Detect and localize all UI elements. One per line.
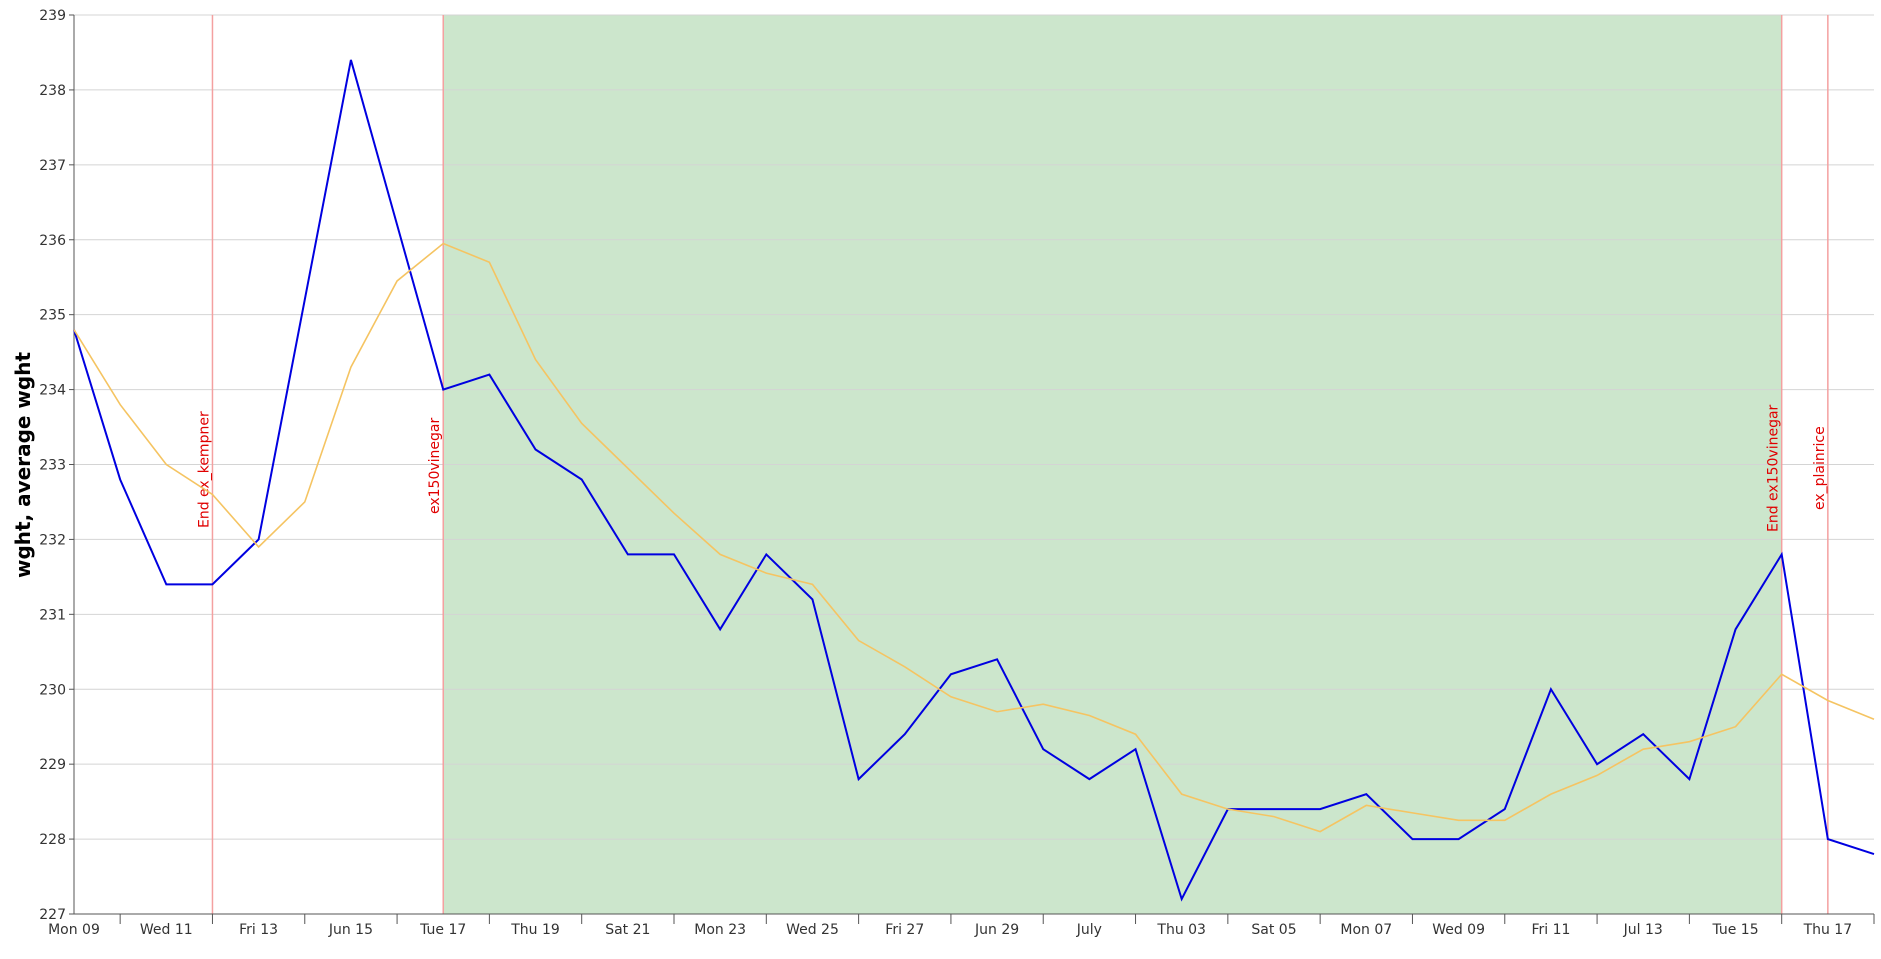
x-tick-label: Thu 17 [1803,922,1853,938]
x-tick-label: Mon 09 [48,922,100,938]
x-tick-label: Fri 27 [885,922,924,938]
annotation-label: ex150vinegar [427,417,443,514]
y-tick-label: 233 [39,458,66,474]
x-tick-label: Sat 21 [605,922,650,938]
series-line-wght [73,59,1875,902]
axes: 227 228 229 230 231 232 233 234 235 236 237 238 239 M… [39,8,1875,938]
x-tick-label: Wed 09 [1432,922,1485,938]
y-tick-label: 238 [39,83,66,99]
x-tick-label: Thu 19 [510,922,560,938]
y-tick-label: 228 [39,832,66,848]
x-tick-label: July [1076,922,1102,938]
x-tick-label: Mon 07 [1340,922,1392,938]
x-tick-label: Jul 13 [1623,922,1663,938]
series-line-average-wght [73,242,1875,833]
annotation-label: End ex150vinegar [1766,404,1782,532]
x-tick-label: Wed 25 [786,922,839,938]
annotation-label: ex_plainrice [1812,426,1828,510]
annotations: End ex_kempner ex150vinegar End ex150vineg… [196,15,1829,914]
x-tick-label: Sat 05 [1251,922,1296,938]
series-lines [73,59,1875,902]
y-tick-label: 227 [39,907,66,923]
y-tick-label: 231 [39,607,66,623]
x-tick-label: Mon 23 [694,922,746,938]
y-tick-label: 234 [39,383,66,399]
x-tick-label: Thu 03 [1156,922,1206,938]
x-tick-label: Tue 15 [1711,922,1758,938]
x-tick-label: Fri 11 [1531,922,1570,938]
gridlines [74,14,1874,915]
y-tick-label: 235 [39,308,66,324]
y-tick-label: 232 [39,532,66,548]
y-tick-label: 229 [39,757,66,773]
x-tick-label: Tue 17 [419,922,466,938]
y-tick-label: 236 [39,233,66,249]
x-tick-label: Jun 15 [328,922,373,938]
y-axis-title: wght, average wght [11,352,35,578]
x-tick-label: Jun 29 [974,922,1019,938]
annotation-label: End ex_kempner [196,411,212,528]
x-tick-label: Fri 13 [239,922,278,938]
y-tick-label: 230 [39,682,66,698]
y-tick-label: 237 [39,158,66,174]
y-tick-label: 239 [39,8,66,24]
x-tick-label: Wed 11 [140,922,193,938]
